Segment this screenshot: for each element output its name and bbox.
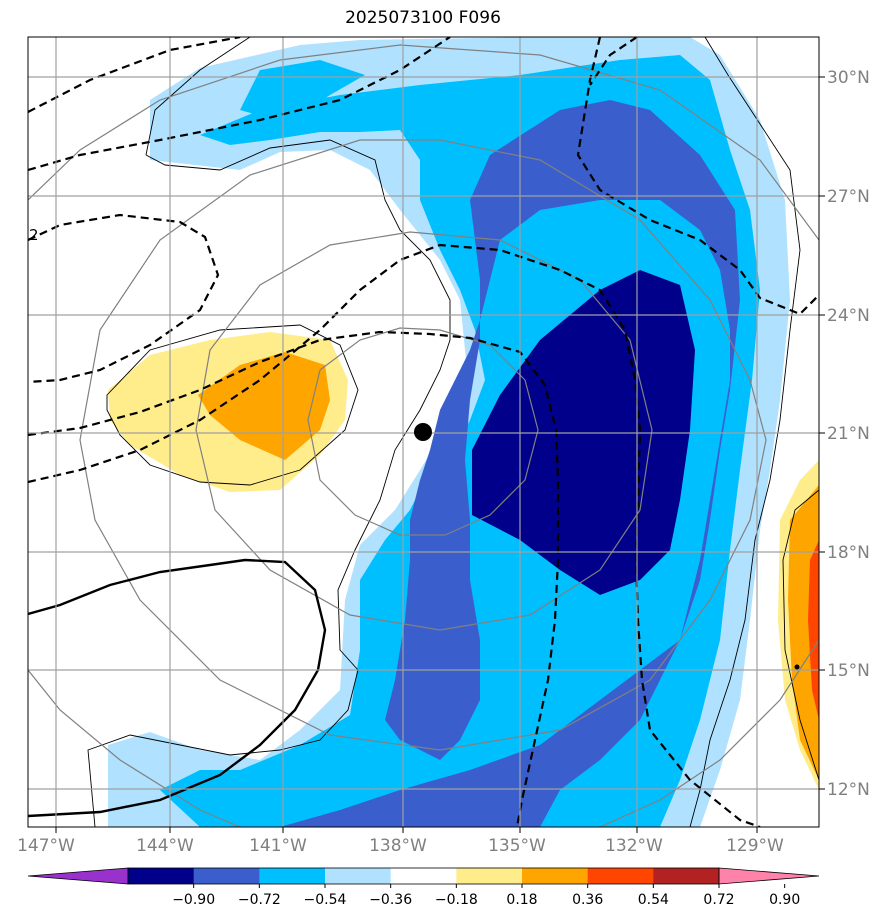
colorbar-tick-label: −0.72	[238, 892, 281, 908]
colorbar-tick-label: −0.36	[369, 892, 412, 908]
lon-label: 141°W	[249, 836, 307, 856]
lat-label: 12°N	[827, 780, 870, 800]
map-frame	[27, 36, 820, 828]
colorbar-segment	[587, 868, 654, 884]
colorbar-tick-label: 0.54	[638, 892, 669, 908]
colorbar-segment	[456, 868, 523, 884]
lon-label: 144°W	[136, 836, 194, 856]
shaded-field	[108, 37, 819, 827]
colorbar-tick-label: 0.90	[769, 892, 800, 908]
storm-center-marker	[414, 423, 432, 441]
contour-fill-medium-blue	[280, 100, 740, 827]
lon-label: 129°W	[726, 836, 784, 856]
colorbar-tick-label: −0.90	[172, 892, 215, 908]
colorbar-tick-label: 0.18	[506, 892, 537, 908]
colorbar-tick-label: −0.54	[304, 892, 347, 908]
lat-label: 21°N	[827, 424, 870, 444]
lat-label: 18°N	[827, 543, 870, 563]
colorbar-tick-label: 0.36	[572, 892, 603, 908]
solid-contour	[28, 558, 327, 818]
lat-label: 15°N	[827, 661, 870, 681]
longitude-labels: 147°W 144°W 141°W 138°W 135°W 132°W 129°…	[17, 836, 784, 856]
lat-label: 24°N	[827, 306, 870, 326]
colorbar-segment	[522, 868, 589, 884]
colorbar: −0.90 −0.72 −0.54 −0.36 −0.18 0.18 0.36 0.54 0.7…	[27, 867, 820, 908]
lat-label: 27°N	[827, 187, 870, 207]
lon-label: 147°W	[17, 836, 75, 856]
colorbar-extend-right	[718, 867, 820, 885]
colorbar-tick-label: 0.72	[703, 892, 734, 908]
contour-dot	[794, 664, 800, 670]
thin-contours	[87, 37, 819, 827]
tick-marks	[55, 76, 825, 833]
lon-label: 138°W	[369, 836, 427, 856]
map-title: 2025073100 F096	[345, 8, 501, 28]
contour-label: 2	[29, 226, 39, 244]
lon-label: 135°W	[488, 836, 546, 856]
colorbar-tick-label: −0.18	[435, 892, 478, 908]
gray-rings	[28, 44, 819, 827]
map-plot-area: 2	[28, 37, 819, 827]
colorbar-segment	[193, 868, 260, 884]
colorbar-segment	[259, 868, 326, 884]
colorbar-extend-left	[27, 867, 129, 885]
colorbar-segment	[653, 868, 720, 884]
lat-label: 30°N	[827, 68, 870, 88]
colorbar-frame	[127, 867, 720, 885]
colorbar-segment	[390, 868, 457, 884]
lon-label: 132°W	[605, 836, 663, 856]
gridlines	[28, 37, 819, 827]
contour-fill-red	[808, 540, 819, 720]
colorbar-segment	[128, 868, 195, 884]
colorbar-segment	[325, 868, 392, 884]
contour-fill-orange	[198, 352, 819, 780]
latitude-labels: 30°N 27°N 24°N 21°N 18°N 15°N 12°N	[827, 68, 870, 800]
